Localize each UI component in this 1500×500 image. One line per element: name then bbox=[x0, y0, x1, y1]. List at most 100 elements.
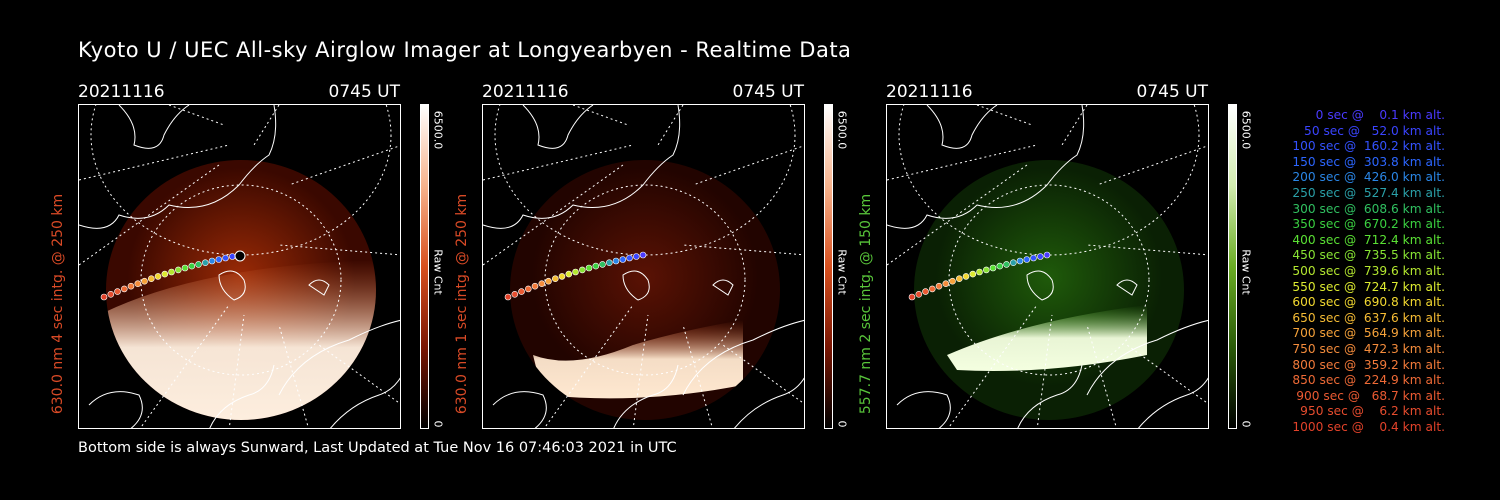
colorbar bbox=[824, 104, 833, 429]
legend-entry: 250 sec @ 527.4 km alt. bbox=[1288, 185, 1445, 200]
trajectory-dot bbox=[1010, 259, 1017, 266]
trajectory-dot bbox=[976, 268, 983, 276]
trajectory-dot bbox=[1023, 256, 1031, 263]
grid-line bbox=[79, 164, 220, 266]
trajectory-dot bbox=[1037, 253, 1044, 260]
coastline bbox=[278, 319, 400, 396]
trajectory-dot bbox=[612, 257, 620, 265]
trajectory-dot bbox=[1030, 254, 1037, 262]
coastline bbox=[1138, 377, 1208, 428]
grid-circle bbox=[544, 184, 746, 376]
trajectory-dot bbox=[107, 291, 115, 298]
grid-line bbox=[228, 314, 245, 428]
trajectory-dot bbox=[161, 270, 169, 278]
trajectory-dot bbox=[208, 257, 216, 265]
legend-entry: 850 sec @ 224.9 km alt. bbox=[1288, 373, 1445, 388]
legend-entry: 50 sec @ 52.0 km alt. bbox=[1296, 123, 1445, 138]
trajectory-dot bbox=[639, 251, 647, 259]
trajectory-dot bbox=[531, 282, 539, 290]
trajectory-dot bbox=[552, 275, 559, 282]
trajectory-dot bbox=[127, 282, 135, 290]
legend-entry: 750 sec @ 472.3 km alt. bbox=[1288, 341, 1445, 356]
coastline bbox=[613, 364, 679, 428]
legend-entry: 350 sec @ 670.2 km alt. bbox=[1288, 217, 1445, 232]
legend-entry: 950 sec @ 6.2 km alt. bbox=[1296, 404, 1445, 419]
grid-circle bbox=[948, 184, 1150, 376]
legend-entry: 800 sec @ 359.2 km alt. bbox=[1288, 357, 1445, 372]
trajectory-dot bbox=[619, 256, 627, 263]
trajectory-dot bbox=[579, 266, 586, 274]
legend-entry: 550 sec @ 724.7 km alt. bbox=[1288, 279, 1445, 294]
aurora-band bbox=[947, 305, 1147, 371]
trajectory-dot bbox=[511, 291, 519, 298]
trajectory-dot bbox=[996, 262, 1004, 270]
coastline bbox=[887, 105, 1085, 229]
allsky-image bbox=[482, 104, 805, 429]
coastline bbox=[1086, 319, 1208, 396]
imager-panel-2: 20211116 0745 UT 630.0 nm 1 sec intg. @ … bbox=[454, 82, 902, 432]
panel-time: 0745 UT bbox=[328, 82, 401, 102]
trajectory-dot bbox=[956, 275, 963, 282]
trajectory-dot bbox=[558, 273, 566, 280]
coastline bbox=[1026, 270, 1054, 301]
legend-entry: 700 sec @ 564.9 km alt. bbox=[1288, 326, 1445, 341]
grid-line bbox=[682, 244, 804, 256]
trajectory-dot bbox=[908, 293, 916, 301]
trajectory-dot bbox=[545, 277, 552, 285]
trajectory-dot bbox=[585, 264, 593, 272]
trajectory-dot bbox=[633, 253, 640, 260]
grid-line bbox=[1086, 324, 1117, 428]
aurora-band bbox=[106, 260, 376, 420]
grid-line bbox=[543, 304, 634, 428]
allsky-image bbox=[78, 104, 401, 429]
grid-line bbox=[278, 244, 400, 256]
panel-time: 0745 UT bbox=[1136, 82, 1209, 102]
trajectory-dot bbox=[1003, 261, 1010, 268]
trajectory-dot bbox=[518, 288, 525, 295]
trajectory-dot bbox=[134, 280, 142, 287]
grid-line bbox=[682, 324, 713, 428]
trajectory-dot bbox=[1016, 257, 1024, 265]
coastline bbox=[712, 279, 734, 296]
trajectory-dot bbox=[606, 259, 613, 266]
grid-line bbox=[632, 314, 649, 428]
legend-entry: 400 sec @ 712.4 km alt. bbox=[1288, 232, 1445, 247]
imager-panel-3: 20211116 0745 UT 557.7 nm 2 sec intg. @ … bbox=[858, 82, 1306, 432]
aurora-band bbox=[533, 320, 743, 399]
trajectory-dot bbox=[175, 266, 182, 274]
coastline bbox=[926, 105, 998, 149]
trajectory-dot bbox=[222, 254, 229, 262]
page-title: Kyoto U / UEC All-sky Airglow Imager at … bbox=[78, 38, 852, 62]
coastline bbox=[682, 319, 804, 396]
grid-line bbox=[483, 144, 634, 181]
trajectory-dot bbox=[565, 270, 573, 278]
legend-entry: 900 sec @ 68.7 km alt. bbox=[1292, 388, 1445, 403]
trajectory-dot bbox=[599, 261, 606, 268]
grid-line bbox=[722, 344, 804, 405]
launch-point bbox=[234, 250, 246, 262]
sky-disc bbox=[914, 160, 1184, 420]
legend-entry: 600 sec @ 690.8 km alt. bbox=[1288, 295, 1445, 310]
trajectory-dot bbox=[195, 261, 202, 268]
grid-line bbox=[1126, 344, 1208, 405]
trajectory-dot bbox=[928, 285, 936, 293]
coastline bbox=[483, 105, 681, 229]
trajectory-dot bbox=[922, 288, 929, 295]
coastline bbox=[522, 105, 594, 149]
colorbar bbox=[1228, 104, 1237, 429]
trajectory-dot bbox=[538, 280, 546, 287]
coastline bbox=[209, 364, 275, 428]
trajectory-dot bbox=[989, 264, 997, 272]
colorbar bbox=[420, 104, 429, 429]
grid-line bbox=[947, 304, 1038, 428]
trajectory-dot bbox=[962, 273, 970, 280]
legend-entry: 100 sec @ 160.2 km alt. bbox=[1288, 139, 1445, 154]
grid-line bbox=[139, 304, 230, 428]
panel-date: 20211116 bbox=[78, 82, 165, 102]
legend-entry: 1000 sec @ 0.4 km alt. bbox=[1292, 419, 1445, 434]
trajectory-dot bbox=[592, 262, 600, 270]
coastline bbox=[734, 377, 804, 428]
panel-date: 20211116 bbox=[482, 82, 569, 102]
coastline bbox=[622, 270, 650, 301]
legend-entry: 0 sec @ 0.1 km alt. bbox=[1304, 108, 1445, 122]
